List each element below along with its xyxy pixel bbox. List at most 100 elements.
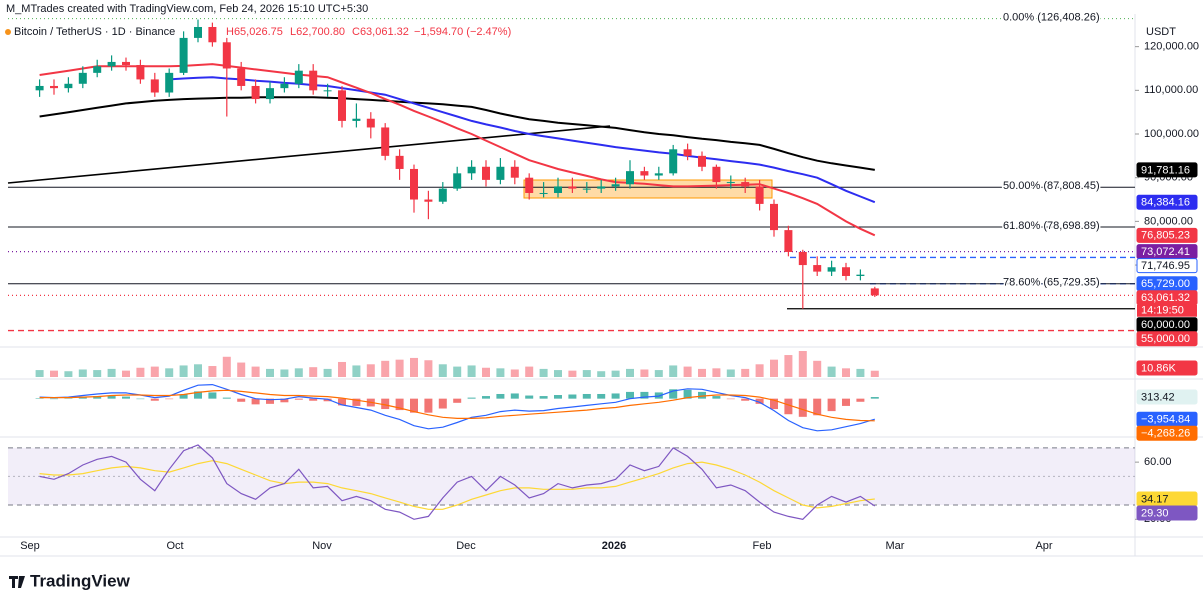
macd-histogram: [280, 398, 289, 403]
volume-bar: [597, 371, 606, 377]
moving-average: [169, 76, 876, 204]
signal-label-box: [1136, 425, 1198, 441]
macd-histogram: [813, 398, 822, 416]
candle-body: [381, 127, 390, 156]
candle-body: [438, 188, 447, 202]
macd-histogram: [179, 394, 188, 399]
x-tick-label: Oct: [166, 540, 183, 552]
volume-bar: [784, 355, 793, 377]
countdown: 14:19:50: [1141, 305, 1184, 317]
volume-bar: [798, 351, 807, 377]
candle-body: [208, 26, 217, 43]
candle-body: [338, 90, 346, 121]
macd-histogram: [136, 398, 145, 400]
volume-bar: [50, 370, 58, 377]
macd-histogram: [251, 398, 260, 405]
macd-histogram: [194, 391, 202, 399]
volume-bar: [496, 368, 505, 377]
price-label: 63,061.32: [1141, 292, 1190, 304]
ohlc-value: −1,594.70 (−2.47%): [414, 26, 511, 38]
price-label: 60,000.00: [1141, 319, 1190, 331]
macd-histogram: [453, 398, 462, 403]
price-label-box: [1136, 331, 1198, 347]
volume-bar: [539, 368, 548, 377]
macd-histogram: [798, 398, 807, 417]
candle-body: [410, 168, 418, 200]
macd-histogram: [381, 398, 390, 410]
x-tick-label: 2026: [602, 540, 626, 552]
candle-body: [64, 83, 73, 89]
macd-histogram: [582, 393, 591, 399]
candle-body: [611, 184, 620, 187]
candle-body: [309, 70, 318, 91]
candle-body: [568, 186, 577, 189]
volume-bar: [93, 370, 102, 377]
macd-histogram: [237, 398, 246, 402]
rsi-ma-label: 34.17: [1141, 493, 1169, 505]
candle-body: [554, 186, 562, 193]
macd-histogram: [208, 392, 217, 399]
volume-bar: [755, 364, 764, 377]
candle-body: [683, 149, 692, 156]
volume-bar: [438, 364, 447, 377]
volume-bar: [338, 361, 346, 377]
candle-body: [222, 42, 231, 69]
candle-body: [827, 267, 836, 272]
macd-histogram: [122, 396, 130, 399]
candle-body: [323, 90, 332, 92]
price-label: 65,729.00: [1141, 278, 1190, 290]
macd-histogram: [467, 397, 476, 399]
macd-histogram: [726, 398, 735, 400]
candle-body: [525, 177, 534, 193]
rsi-tick-label: 60.00: [1144, 456, 1172, 468]
volume-bar: [410, 357, 418, 377]
macd-histogram: [568, 394, 577, 399]
volume-bar: [827, 366, 836, 377]
volume-bar: [611, 370, 620, 377]
volume-bar: [395, 359, 404, 377]
macd-histogram: [597, 393, 606, 399]
candle-body: [280, 83, 289, 89]
candle-body: [712, 166, 721, 183]
signal-label: −4,268.26: [1141, 428, 1190, 440]
x-tick-label: Sep: [20, 540, 40, 552]
macd-histogram: [741, 398, 750, 401]
volume-bar: [698, 368, 706, 377]
candle-body: [870, 288, 879, 296]
price-label: 71,746.95: [1141, 260, 1190, 272]
candle-body: [640, 171, 649, 176]
price-label-box: [1136, 194, 1198, 210]
candle-body: [467, 166, 476, 174]
volume-bar: [194, 364, 202, 377]
candle-body: [654, 173, 663, 176]
volume-bar: [568, 370, 577, 377]
candle-body: [352, 118, 361, 121]
candle-body: [93, 66, 102, 73]
price-label-box: [1136, 258, 1198, 274]
candle-body: [755, 186, 764, 204]
macd-histogram: [626, 391, 634, 399]
candle-body: [251, 85, 260, 100]
volume-bar: [64, 371, 73, 377]
macd-histogram: [438, 398, 447, 409]
macd-histogram: [698, 391, 706, 399]
macd-histogram: [266, 398, 274, 404]
volume-bar: [179, 365, 188, 377]
volume-bar: [150, 366, 159, 377]
fib-label: 50.00% (87,808.45): [1003, 180, 1100, 192]
symbol-dot: [5, 29, 11, 35]
candle-body: [856, 274, 865, 276]
price-label: 84,384.16: [1141, 197, 1190, 209]
x-tick-label: Dec: [456, 540, 476, 552]
price-label: 91,781.16: [1141, 164, 1190, 176]
y-tick-label: 100,000.00: [1144, 128, 1199, 140]
rsi-band: [8, 447, 1135, 505]
macd-histogram: [309, 398, 318, 401]
volume-bar: [294, 368, 303, 377]
macd-histogram: [712, 396, 721, 399]
candle-body: [784, 230, 793, 252]
volume-bar: [626, 368, 634, 377]
candle-body: [582, 188, 591, 190]
